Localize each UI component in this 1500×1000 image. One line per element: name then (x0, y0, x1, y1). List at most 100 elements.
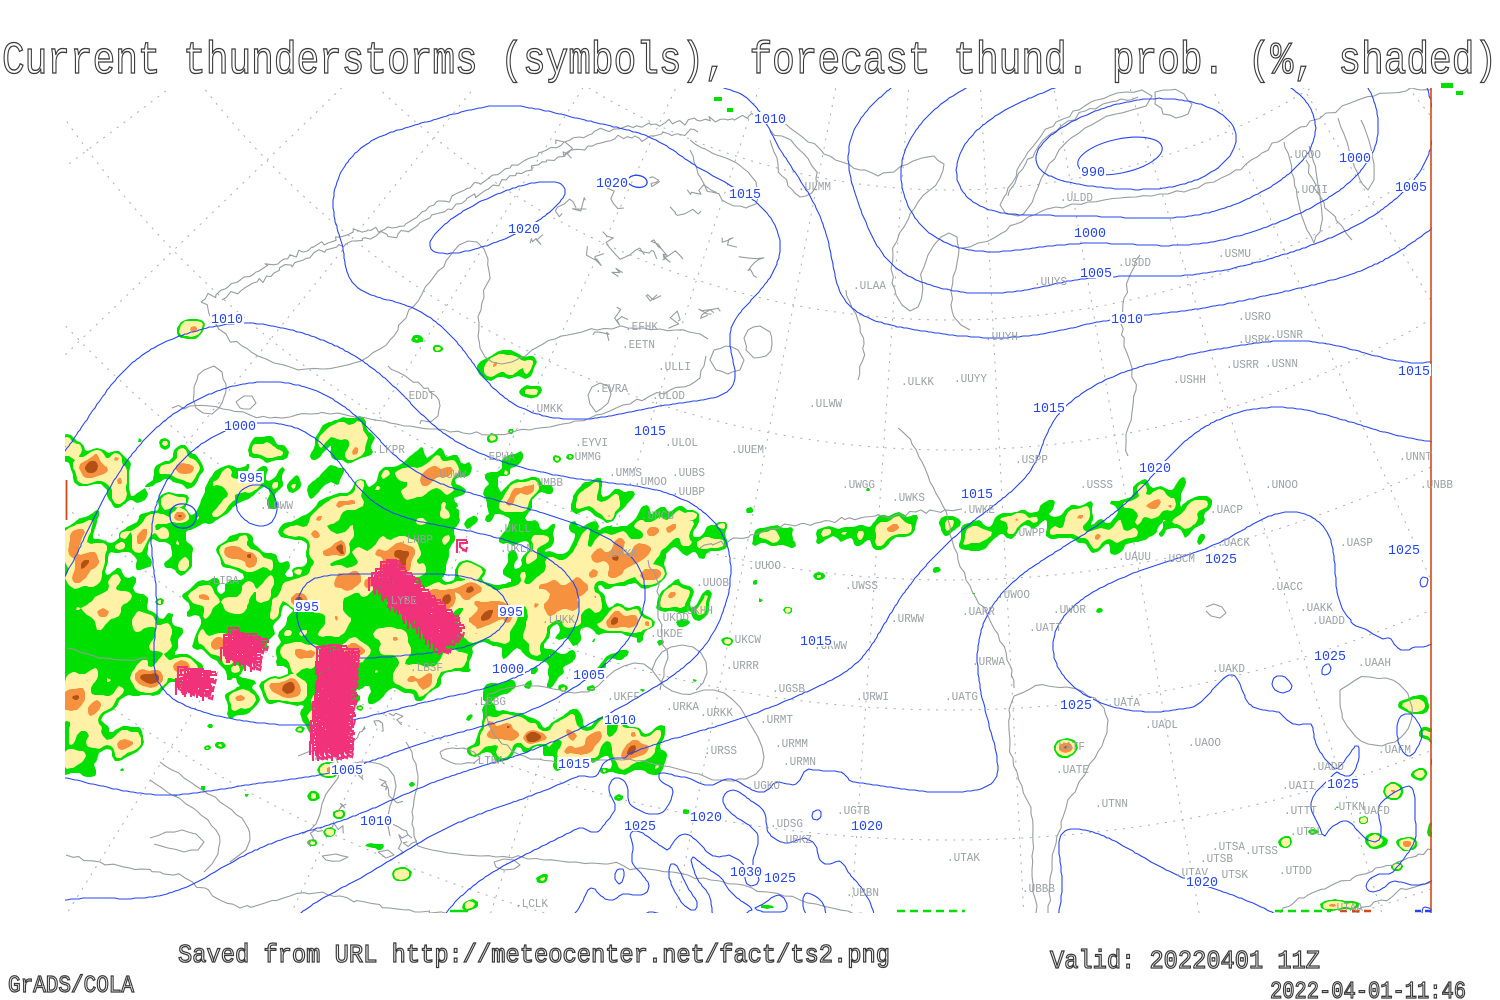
svg-text:.UAOO: .UAOO (1188, 736, 1221, 750)
svg-text:.UWOO: .UWOO (997, 588, 1030, 602)
svg-text:.UUEM: .UUEM (731, 443, 764, 457)
svg-text:.UUWW: .UUWW (433, 468, 467, 482)
svg-text:1010: 1010 (360, 815, 392, 830)
svg-text:.UMBB: .UMBB (530, 476, 563, 490)
svg-text:.USCM: .USCM (1162, 552, 1195, 566)
svg-text:.USPP: .USPP (1015, 453, 1048, 467)
svg-text:.USRO: .USRO (1238, 310, 1271, 324)
svg-text:.LUKK: .LUKK (542, 613, 576, 627)
svg-text:.UGTB: .UGTB (837, 804, 870, 818)
svg-text:.USHH: .USHH (1173, 373, 1206, 387)
svg-text:.UTKN: .UTKN (1332, 800, 1365, 814)
svg-text:.UMMG: .UMMG (568, 450, 601, 464)
svg-text:1015: 1015 (729, 188, 761, 203)
svg-text:.URMN: .URMN (783, 755, 816, 769)
svg-text:1025: 1025 (1205, 553, 1237, 568)
svg-text:.UAKK: .UAKK (1300, 601, 1334, 615)
svg-text:1020: 1020 (690, 811, 722, 826)
svg-text:.ULDD: .ULDD (1060, 191, 1093, 205)
svg-text:.UKFF: .UKFF (607, 690, 640, 704)
svg-text:.UAOL: .UAOL (1145, 718, 1178, 732)
svg-text:1010: 1010 (1111, 313, 1143, 328)
svg-text:1005: 1005 (1080, 267, 1112, 282)
svg-text:.ULOD: .ULOD (652, 389, 685, 403)
svg-text:.UTTT: .UTTT (1284, 804, 1317, 818)
svg-text:.UWKS: .UWKS (892, 491, 925, 505)
svg-text:.UKHH: .UKHH (680, 604, 713, 618)
svg-text:.UAFD: .UAFD (1357, 804, 1390, 818)
svg-text:1020: 1020 (1186, 876, 1218, 891)
svg-text:.USRK: .USRK (1238, 333, 1272, 347)
svg-text:1015: 1015 (1033, 402, 1065, 417)
svg-text:1015: 1015 (961, 488, 993, 503)
svg-text:995: 995 (239, 472, 263, 487)
svg-text:.LKPR: .LKPR (372, 443, 405, 457)
svg-text:.UDSG: .UDSG (770, 817, 803, 831)
svg-text:.UTDL: .UTDL (1290, 825, 1323, 839)
svg-text:.URMM: .URMM (775, 737, 808, 751)
svg-text:.EFHK: .EFHK (625, 320, 659, 334)
svg-text:.UUBS: .UUBS (672, 466, 705, 480)
svg-text:.UMCG: .UMCG (641, 509, 674, 523)
svg-text:.UUYH: .UUYH (985, 330, 1018, 344)
svg-text:.URMT: .URMT (760, 713, 793, 727)
svg-text:.USMU: .USMU (1218, 247, 1251, 261)
svg-text:.URRR: .URRR (726, 659, 759, 673)
svg-text:1025: 1025 (764, 872, 796, 887)
svg-text:.UMKK: .UMKK (530, 402, 564, 416)
svg-text:1020: 1020 (1139, 462, 1171, 477)
svg-text:.ULMM: .ULMM (798, 180, 831, 194)
svg-text:.UACC: .UACC (1270, 580, 1303, 594)
svg-text:1020: 1020 (596, 177, 628, 192)
svg-text:.UMMS: .UMMS (609, 466, 642, 480)
svg-text:.URKA: .URKA (666, 700, 700, 714)
svg-text:.EPWA: .EPWA (482, 450, 516, 464)
svg-text:.UKLL: .UKLL (498, 522, 531, 536)
svg-text:.UUBP: .UUBP (672, 485, 705, 499)
svg-text:.USSS: .USSS (1080, 478, 1113, 492)
svg-text:.UACK: .UACK (1217, 536, 1251, 550)
svg-text:.EDDT: .EDDT (402, 389, 435, 403)
svg-text:.UTSB: .UTSB (1200, 852, 1233, 866)
svg-text:.LYBE: .LYBE (384, 594, 417, 608)
svg-text:1005: 1005 (573, 669, 605, 684)
svg-text:.UADD: .UADD (1312, 614, 1345, 628)
svg-text:995: 995 (499, 606, 523, 621)
svg-text:995: 995 (295, 601, 319, 616)
svg-text:.URWW: .URWW (891, 612, 925, 626)
svg-text:1015: 1015 (558, 758, 590, 773)
svg-text:1010: 1010 (754, 113, 786, 128)
svg-text:1025: 1025 (1388, 544, 1420, 559)
svg-text:.UMOO: .UMOO (634, 475, 667, 489)
svg-text:.UKDE: .UKDE (650, 627, 683, 641)
svg-text:.UNOO: .UNOO (1265, 478, 1298, 492)
svg-text:GrADS/COLA: GrADS/COLA (8, 973, 135, 1000)
svg-text:.UTDD: .UTDD (1279, 864, 1312, 878)
svg-text:.UAFM: .UAFM (1378, 743, 1411, 757)
svg-text:1030: 1030 (730, 866, 762, 881)
svg-text:.UASP: .UASP (1340, 536, 1373, 550)
svg-text:2022-04-01-11:46: 2022-04-01-11:46 (1270, 979, 1466, 1000)
svg-text:.ULAA: .ULAA (853, 279, 887, 293)
svg-text:.UATT: .UATT (1029, 621, 1062, 635)
svg-text:.UATA: .UATA (1107, 696, 1141, 710)
svg-text:.UKKK: .UKKK (605, 547, 639, 561)
svg-text:.UKCW: .UKCW (728, 633, 762, 647)
svg-text:.URKK: .URKK (700, 706, 734, 720)
svg-text:1020: 1020 (508, 223, 540, 238)
svg-text:.LHBP: .LHBP (400, 533, 433, 547)
svg-text:1025: 1025 (1314, 650, 1346, 665)
svg-text:1025: 1025 (1060, 699, 1092, 714)
svg-text:1020: 1020 (851, 820, 883, 835)
svg-text:Saved from URL http://meteocen: Saved from URL http://meteocenter.net/fa… (178, 940, 890, 970)
svg-text:.USDD: .USDD (1118, 256, 1151, 270)
svg-text:.UUYY: .UUYY (954, 372, 987, 386)
svg-text:.UGKO: .UGKO (747, 779, 780, 793)
svg-text:Current thunderstorms (symbols: Current thunderstorms (symbols), forecas… (2, 36, 1497, 87)
svg-text:.UWSS: .UWSS (845, 579, 878, 593)
svg-text:.UAAH: .UAAH (1358, 656, 1391, 670)
svg-text:.ULOL: .ULOL (665, 436, 698, 450)
svg-text:.UTAK: .UTAK (947, 851, 981, 865)
svg-text:.URWI: .URWI (856, 690, 889, 704)
svg-text:.LOWW: .LOWW (260, 499, 294, 513)
